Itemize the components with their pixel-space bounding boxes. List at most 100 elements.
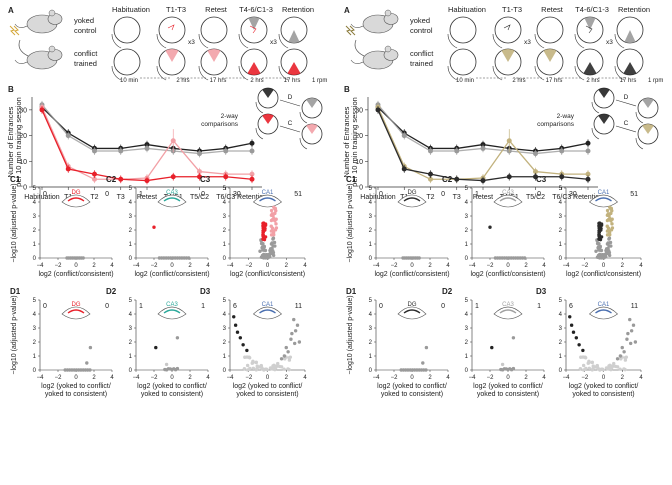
hippocampus-icon-D2 <box>493 306 523 320</box>
hippocampus-region-D2 <box>163 309 181 314</box>
time-17hrs-2: 17 hrs <box>284 78 301 84</box>
inset-arena-top-right-shock-zone <box>642 97 654 108</box>
volcano-point-D3-58 <box>625 337 629 341</box>
volcano-point-C3-106 <box>609 228 614 232</box>
hippocampus-region-C2 <box>499 197 517 202</box>
x-tick-label-C1-4: 4 <box>110 263 114 269</box>
ylabel-C1: −log10 (adjusted p-value) <box>347 183 354 262</box>
time-1rpm: 1 rpm <box>648 78 663 84</box>
volcano-panel-d1: D1 0 1 2 3 4 5 −4 −2 0 2 4 −log10 (adjusted p-value)… <box>346 287 450 398</box>
volcano-point-D3-49 <box>264 367 268 371</box>
volcano-point-C3-109 <box>270 226 275 230</box>
data-point-3-8 <box>249 176 255 182</box>
x-tick-label-D1-1: −2 <box>391 375 399 381</box>
volcano-point-C3-81 <box>261 230 265 235</box>
trail-2 <box>585 25 593 34</box>
y-tick-label-C1-0: 0 <box>369 256 373 262</box>
volcano-panel-c3: C3 0 1 2 3 4 5 −4 −2 0 2 4 log2 (conflict/consistent… <box>200 175 307 278</box>
volcano-point-C3-96 <box>269 233 274 237</box>
label-control: control <box>74 26 97 35</box>
x-tick-label-b-8: Retention <box>573 194 603 201</box>
volcano-panel-c2: C2 0 1 2 3 4 5 −4 −2 0 2 4 log2 (conflict/consistent… <box>442 175 546 278</box>
arena-yoked-t46-shock-zone <box>584 17 596 30</box>
y-tick-label-D1-0: 0 <box>369 368 373 374</box>
x-tick-label-D1-0: −4 <box>37 375 45 381</box>
y-tick-label-C2-2: 2 <box>465 228 469 234</box>
volcano-point-D3-46 <box>287 358 292 362</box>
volcano-point-C2-14 <box>152 225 156 229</box>
volcano-point-D3-64 <box>615 357 620 361</box>
inset-arena-top-right-rotation-arrow <box>635 111 644 124</box>
data-point-1-3 <box>118 148 124 154</box>
y-tick-label-C2-1: 1 <box>129 242 133 248</box>
volcano-point-D3-56 <box>292 317 296 322</box>
y-tick-label-b-2: 20 <box>19 133 27 140</box>
panel-label-a: A <box>344 6 350 15</box>
x-tick-label-C3-0: −4 <box>563 263 571 269</box>
volcano-point-D2-9 <box>511 336 516 340</box>
data-point-1-6 <box>197 151 202 157</box>
arena-yoked-hab-rotation-arrow <box>447 33 458 49</box>
x-tick-label-C2-4: 4 <box>206 263 210 269</box>
time-10min: 10 min <box>456 78 474 84</box>
xlabel-D1-0: log2 (yoked to conflict/ <box>377 383 447 390</box>
x-tick-label-C2-2: 0 <box>506 263 510 269</box>
volcano-point-C3-54 <box>606 246 610 250</box>
panel-label-d1: D1 <box>346 287 357 296</box>
arena-conf-t-shock-zone <box>501 48 515 62</box>
x-tick-label-D2-0: −4 <box>469 375 477 381</box>
x-tick-label-D2-1: −2 <box>487 375 495 381</box>
x-tick-label-D3-3: 2 <box>621 375 625 381</box>
volcano-point-C3-96 <box>605 233 610 237</box>
count-down-C3: 30 <box>233 191 241 198</box>
data-point-2-2 <box>92 176 97 182</box>
data-point-2-6 <box>533 169 538 175</box>
time-17hrs-1: 17 hrs <box>210 78 227 84</box>
ylabel-D1: −log10 (adjusted p-value) <box>11 295 18 374</box>
region-label-D2: CA3 <box>166 302 178 308</box>
volcano-point-C1-9 <box>417 256 421 260</box>
y-tick-label-b-1: 10 <box>19 159 27 166</box>
volcano-point-C3-108 <box>273 219 277 223</box>
y-tick-label-D3-3: 3 <box>223 326 227 332</box>
inset-arena-top-right-rotation-arrow <box>299 111 308 124</box>
label-yoked: yoked <box>74 16 94 25</box>
volcano-point-D3-41 <box>277 364 282 369</box>
y-tick-label-D2-3: 3 <box>129 326 133 332</box>
arena-yoked-retest-circle <box>536 16 564 44</box>
y-tick-label-C3-4: 4 <box>559 200 563 206</box>
volcano-point-C3-57 <box>259 255 264 259</box>
count-up-D2: 1 <box>537 303 541 310</box>
arena-conf-ret-rotation-arrow <box>278 65 289 81</box>
x-tick-label-C3-4: 4 <box>303 263 307 269</box>
volcano-point-D2-10 <box>500 362 505 367</box>
arena-conf-ret-shock-zone <box>623 62 637 75</box>
volcano-panel-d2: D2 0 1 2 3 4 5 −4 −2 0 2 4 log2 (yoked to conflict/y… <box>442 287 546 398</box>
volcano-point-D3-47 <box>604 366 609 370</box>
volcano-point-C3-109 <box>606 226 611 230</box>
count-down-D3: 6 <box>233 303 237 310</box>
data-point-1-1 <box>65 133 71 139</box>
y-tick-label-D2-0: 0 <box>465 368 469 374</box>
volcano-point-D3-51 <box>569 323 574 327</box>
data-point-1-2 <box>92 148 97 154</box>
y-tick-label-D1-0: 0 <box>33 368 37 374</box>
xlabel-C2-0: log2 (conflict/consistent) <box>134 271 209 278</box>
x-tick-label-C3-1: −2 <box>245 263 253 269</box>
volcano-point-D3-50 <box>568 315 572 319</box>
region-label-C3: CA1 <box>598 190 610 196</box>
volcano-point-C3-108 <box>609 219 613 223</box>
volcano-point-C3-107 <box>271 212 275 216</box>
volcano-point-C3-105 <box>610 222 614 226</box>
y-tick-label-C3-5: 5 <box>559 186 563 192</box>
hippocampus-region-C2 <box>163 197 181 202</box>
volcano-point-D3-57 <box>293 329 298 333</box>
y-tick-label-D3-4: 4 <box>559 312 563 318</box>
volcano-point-D3-47 <box>268 366 273 370</box>
y-tick-label-D1-1: 1 <box>33 354 37 360</box>
inset-label-c: C <box>624 120 629 127</box>
y-tick-label-D2-4: 4 <box>129 312 133 318</box>
hippocampus-region-D1 <box>403 309 421 314</box>
